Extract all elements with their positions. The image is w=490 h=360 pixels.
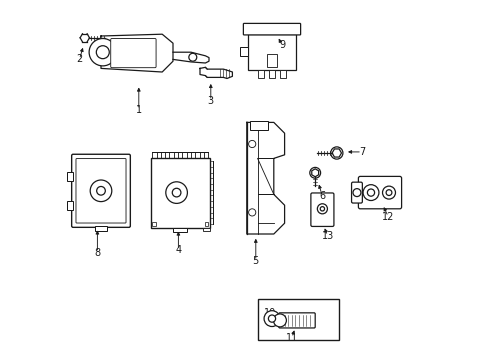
Bar [152, 222, 156, 226]
FancyBboxPatch shape [72, 154, 130, 228]
Circle shape [89, 39, 117, 66]
Circle shape [363, 185, 379, 201]
Polygon shape [312, 169, 318, 177]
Text: 2: 2 [76, 54, 82, 64]
Bar [250, 121, 269, 130]
Bar [173, 228, 187, 233]
Bar [267, 54, 277, 67]
Polygon shape [173, 52, 209, 63]
Bar [204, 222, 208, 226]
Bar [248, 34, 296, 70]
Text: 8: 8 [95, 248, 100, 258]
Polygon shape [101, 34, 173, 72]
Text: 5: 5 [253, 256, 259, 266]
Text: 6: 6 [319, 191, 325, 201]
FancyBboxPatch shape [76, 158, 126, 223]
Text: 11: 11 [286, 333, 298, 343]
Circle shape [248, 140, 256, 148]
Polygon shape [200, 67, 232, 78]
FancyBboxPatch shape [358, 176, 402, 209]
Bar [67, 201, 73, 210]
Circle shape [353, 189, 361, 197]
Text: 4: 4 [175, 245, 181, 255]
Text: 1: 1 [136, 105, 142, 115]
FancyBboxPatch shape [244, 23, 301, 35]
Bar [67, 172, 73, 181]
Circle shape [269, 315, 275, 322]
Polygon shape [247, 122, 285, 234]
Polygon shape [332, 149, 342, 157]
Bar [150, 158, 210, 228]
Text: 7: 7 [359, 147, 365, 157]
FancyBboxPatch shape [279, 313, 315, 328]
Circle shape [331, 147, 343, 159]
Circle shape [368, 189, 374, 196]
Text: 9: 9 [279, 40, 285, 50]
Text: 12: 12 [382, 212, 394, 222]
Circle shape [90, 180, 112, 202]
Circle shape [320, 207, 324, 211]
Circle shape [166, 182, 187, 203]
Bar [258, 299, 339, 340]
Circle shape [172, 188, 181, 197]
Circle shape [318, 204, 327, 214]
Circle shape [383, 186, 395, 199]
Circle shape [248, 209, 256, 216]
Circle shape [386, 190, 392, 195]
Bar [258, 70, 265, 78]
Bar [280, 70, 286, 78]
Bar [95, 226, 107, 231]
Text: 3: 3 [208, 96, 214, 106]
Circle shape [273, 314, 286, 327]
Circle shape [189, 53, 197, 61]
Circle shape [264, 311, 280, 327]
Bar [269, 70, 275, 78]
Bar [203, 228, 210, 231]
Text: 10: 10 [264, 308, 276, 318]
FancyBboxPatch shape [351, 182, 363, 203]
Bar [240, 47, 248, 56]
FancyBboxPatch shape [111, 39, 156, 68]
Circle shape [97, 46, 109, 59]
Circle shape [97, 186, 105, 195]
FancyBboxPatch shape [311, 193, 334, 226]
Text: 13: 13 [321, 231, 334, 241]
Circle shape [310, 167, 320, 178]
